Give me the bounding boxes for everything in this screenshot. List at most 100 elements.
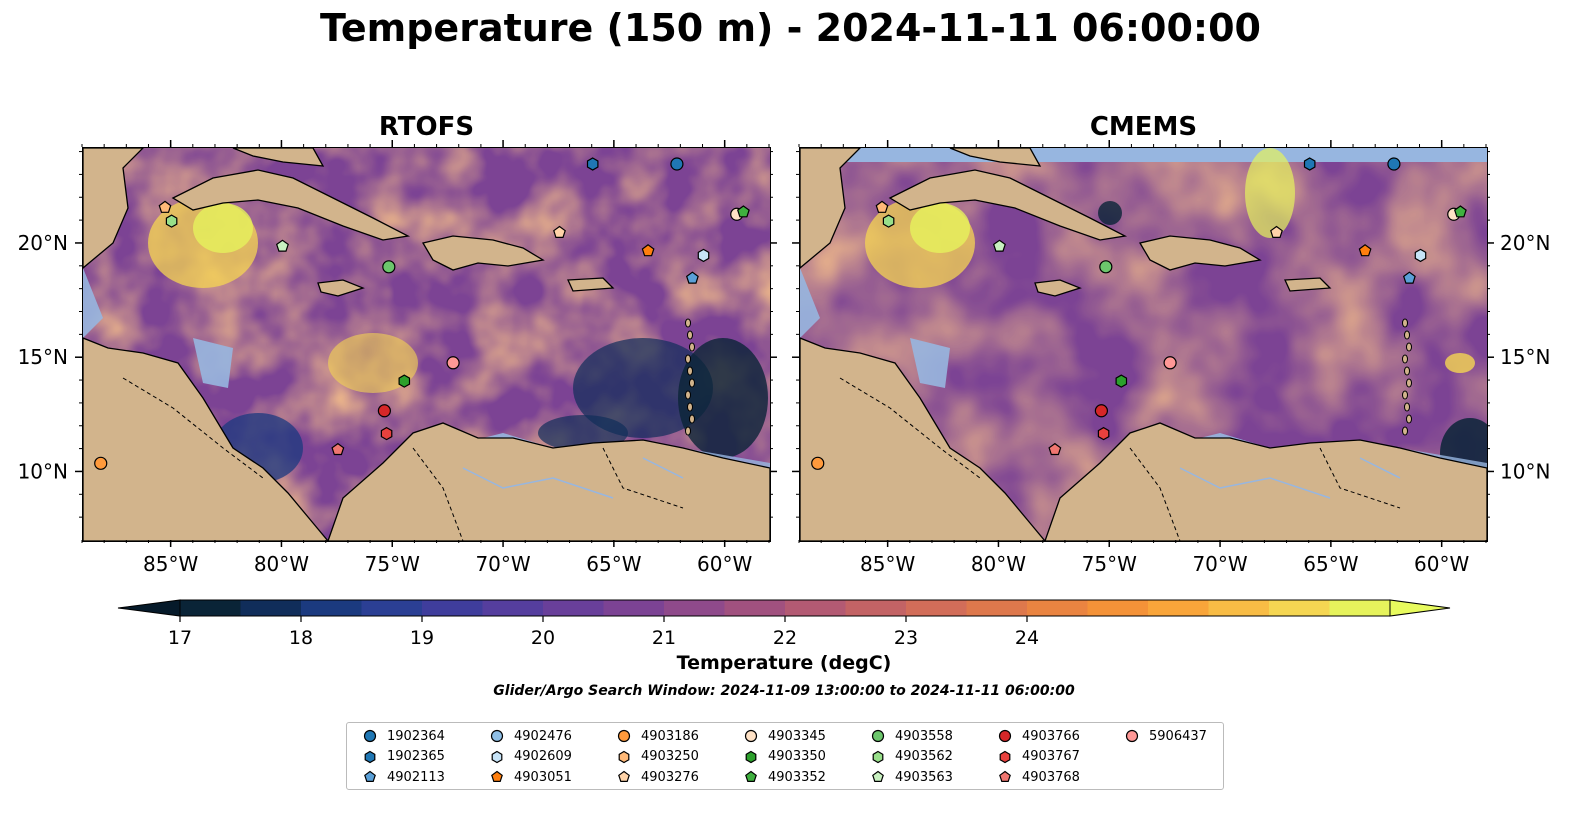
legend-marker-icon [745, 770, 757, 782]
search-window-note: Glider/Argo Search Window: 2024-11-09 13… [493, 683, 1075, 699]
legend-marker-icon [745, 750, 757, 763]
legend-marker-icon [998, 729, 1012, 743]
float-marker [382, 260, 396, 274]
float-marker [158, 200, 172, 213]
land-mass [1138, 235, 1262, 271]
colorbar-segment [482, 600, 544, 616]
legend-marker-icon [364, 750, 376, 763]
float-marker [380, 426, 393, 441]
float-marker [736, 205, 750, 218]
float-marker [275, 239, 289, 252]
legend-item: 4902113 [363, 767, 445, 787]
y-tick-label: 15°N [1500, 345, 1550, 369]
colorbar-segment [543, 600, 604, 616]
legend-label: 4903250 [641, 749, 699, 764]
legend-item: 4903250 [617, 747, 699, 767]
land-mass [800, 337, 1046, 541]
legend-label: 4902476 [514, 728, 572, 744]
float-marker [586, 157, 599, 171]
legend-item: 4903766 [998, 726, 1080, 746]
float-marker [1048, 442, 1062, 456]
land-mass [83, 337, 329, 541]
land-mass [232, 148, 325, 167]
float-marker [1097, 426, 1110, 441]
x-tick-label: 80°W [254, 552, 309, 576]
panel-title-rtofs: RTOFS [378, 112, 475, 142]
float-marker [331, 442, 345, 456]
map-panel-cmems [799, 147, 1488, 542]
legend-label: 4903276 [641, 769, 699, 785]
legend-label: 1902365 [387, 749, 445, 764]
colorbar-segment [785, 600, 846, 616]
figure-title: Temperature (150 m) - 2024-11-11 06:00:0… [319, 6, 1261, 50]
float-marker [1270, 225, 1283, 239]
legend-label: 4902609 [514, 749, 572, 764]
y-tick-label: 20°N [1500, 231, 1550, 255]
colorbar-segment [724, 600, 786, 616]
land-mass [317, 279, 365, 297]
legend-marker-icon [617, 729, 631, 743]
colorbar-segment [1148, 600, 1209, 616]
float-marker [1453, 205, 1467, 218]
legend-label: 4903186 [641, 728, 699, 744]
legend-marker-icon [618, 770, 630, 782]
colorbar-label: Temperature (degC) [676, 652, 892, 674]
land-mass [327, 422, 770, 541]
colorbar-extend-low [117, 599, 181, 617]
legend-item: 4903345 [744, 726, 826, 746]
legend-item: 4903276 [617, 767, 699, 787]
colorbar-segment [603, 600, 665, 616]
legend-item: 4903558 [871, 726, 953, 746]
legend-label: 4903766 [1022, 728, 1080, 744]
colorbar-tick-label: 18 [289, 627, 313, 649]
colorbar-tick-label: 23 [894, 627, 918, 649]
legend-marker-icon [364, 770, 376, 782]
colorbar-segment [180, 600, 241, 616]
legend-label: 4903350 [768, 749, 826, 764]
float-marker [94, 456, 108, 470]
colorbar-extend-high [1389, 599, 1451, 617]
float-marker [165, 214, 178, 228]
x-tick-label: 60°W [1414, 552, 1469, 576]
legend-label: 4903051 [514, 769, 572, 785]
legend-label: 4903345 [768, 728, 826, 744]
land-mass [888, 169, 1128, 241]
legend-marker-icon [491, 770, 503, 782]
float-marker [1099, 260, 1113, 274]
x-tick-label: 80°W [971, 552, 1026, 576]
legend-label: 4903767 [1022, 749, 1080, 764]
y-tick-label: 15°N [18, 345, 68, 369]
legend-item: 1902364 [363, 726, 445, 746]
float-marker [1402, 271, 1416, 284]
y-tick-label: 10°N [1500, 459, 1550, 483]
colorbar: 17 18 19 20 21 22 23 24 [117, 599, 1451, 649]
land-mass [1044, 422, 1487, 541]
colorbar-segment [1329, 600, 1391, 616]
float-marker [553, 225, 566, 239]
legend-item: 4903186 [617, 726, 699, 746]
legend-item: 1902365 [363, 747, 445, 767]
x-tick-label: 75°W [1082, 552, 1137, 576]
x-tick-label: 85°W [860, 552, 915, 576]
colorbar-tick-label: 17 [168, 627, 192, 649]
legend-marker-icon [999, 770, 1011, 782]
float-marker [875, 200, 889, 213]
legend-label: 4903562 [895, 749, 953, 764]
float-marker [992, 239, 1006, 252]
land-mass [1034, 279, 1082, 297]
land-mass [800, 148, 861, 269]
legend-label: 4903558 [895, 728, 953, 744]
float-marker [1094, 404, 1108, 418]
legend-label: 4903768 [1022, 769, 1080, 785]
map-canvas [800, 148, 1487, 541]
colorbar-segment [240, 600, 302, 616]
legend-item: 5906437 [1125, 726, 1207, 746]
x-tick-label: 85°W [143, 552, 198, 576]
legend-label: 1902364 [387, 728, 445, 744]
float-marker [446, 356, 460, 370]
float-marker [882, 214, 895, 228]
legend-item: 4903350 [744, 747, 826, 767]
legend-item: 4902476 [490, 726, 572, 746]
legend-label: 5906437 [1149, 728, 1207, 744]
map-canvas [83, 148, 770, 541]
